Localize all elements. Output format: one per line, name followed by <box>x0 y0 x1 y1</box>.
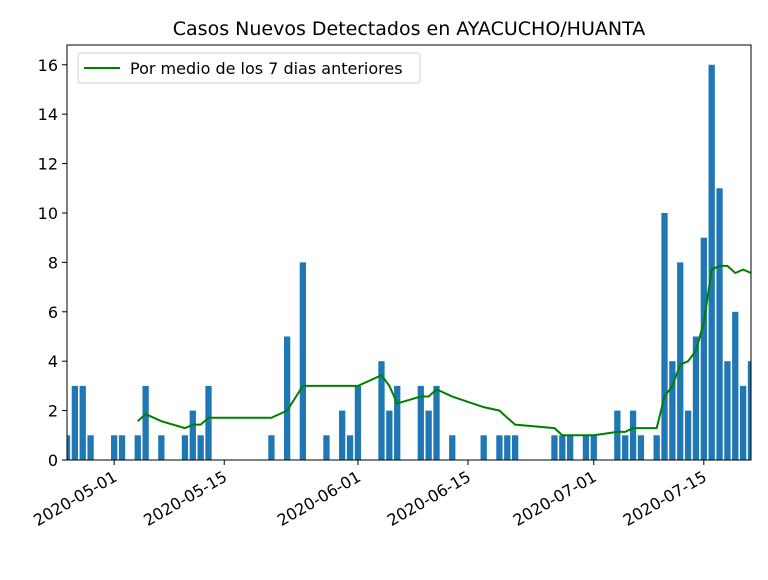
bar <box>614 410 621 460</box>
x-tick-label: 2020-06-01 <box>274 467 364 530</box>
bar <box>111 435 118 460</box>
axes-frame <box>66 44 752 461</box>
bar <box>653 435 660 460</box>
bar <box>283 336 291 460</box>
bar <box>197 435 204 460</box>
bar <box>189 410 196 460</box>
y-tick-label: 16 <box>38 56 58 75</box>
bar <box>559 435 566 460</box>
bar <box>299 262 307 460</box>
bar <box>732 311 739 460</box>
legend-label: Por medio de los 7 dias anteriores <box>130 59 403 78</box>
bar <box>181 435 189 460</box>
bar <box>87 435 94 460</box>
y-tick-label: 0 <box>48 451 58 470</box>
bar <box>677 262 684 460</box>
bar <box>449 435 456 460</box>
x-tick-label: 2020-06-15 <box>384 467 474 530</box>
y-tick-label: 4 <box>48 352 58 371</box>
bar <box>67 435 71 460</box>
y-tick-label: 6 <box>48 303 58 322</box>
bar <box>205 385 212 460</box>
bar <box>158 435 165 460</box>
bar <box>739 385 747 460</box>
bar <box>480 435 487 460</box>
bar <box>724 361 731 460</box>
bar <box>79 385 86 460</box>
x-tick-label: 2020-07-01 <box>510 467 600 530</box>
bar <box>268 435 275 460</box>
x-tick-label: 2020-05-01 <box>30 467 120 530</box>
y-tick-label: 14 <box>38 105 58 124</box>
bar <box>378 361 385 460</box>
bar <box>504 435 511 460</box>
bar <box>622 435 629 460</box>
bar <box>669 361 676 460</box>
bar <box>582 435 590 460</box>
bar <box>394 385 401 460</box>
x-tick-label: 2020-07-15 <box>620 467 710 530</box>
bar <box>716 188 723 460</box>
bar <box>323 435 330 460</box>
bar <box>747 361 751 460</box>
bar <box>386 410 393 460</box>
y-tick-label: 12 <box>38 155 58 174</box>
bar <box>692 336 700 460</box>
bar <box>661 212 668 460</box>
bar <box>708 64 715 460</box>
bar <box>118 435 126 460</box>
bar <box>700 237 707 460</box>
bar <box>511 435 519 460</box>
bar <box>551 435 558 460</box>
bar <box>567 435 574 460</box>
chart-title: Casos Nuevos Detectados en AYACUCHO/HUAN… <box>173 18 645 40</box>
x-tick-label: 2020-05-15 <box>140 467 230 530</box>
bar <box>684 410 692 460</box>
bar <box>629 410 637 460</box>
bar <box>142 385 149 460</box>
bar <box>339 410 346 460</box>
bar <box>71 385 79 460</box>
legend-box <box>77 52 421 84</box>
plot-area <box>67 64 751 460</box>
y-tick-label: 2 <box>48 402 58 421</box>
bar <box>590 435 597 460</box>
bar <box>496 435 503 460</box>
bar <box>425 410 432 460</box>
bar <box>637 435 645 460</box>
bar <box>346 435 354 460</box>
line <box>137 264 751 437</box>
bar <box>134 435 141 460</box>
y-tick-label: 10 <box>38 204 58 223</box>
bar <box>354 385 362 460</box>
y-tick-label: 8 <box>48 253 58 272</box>
bar <box>417 385 424 460</box>
bar <box>433 385 440 460</box>
